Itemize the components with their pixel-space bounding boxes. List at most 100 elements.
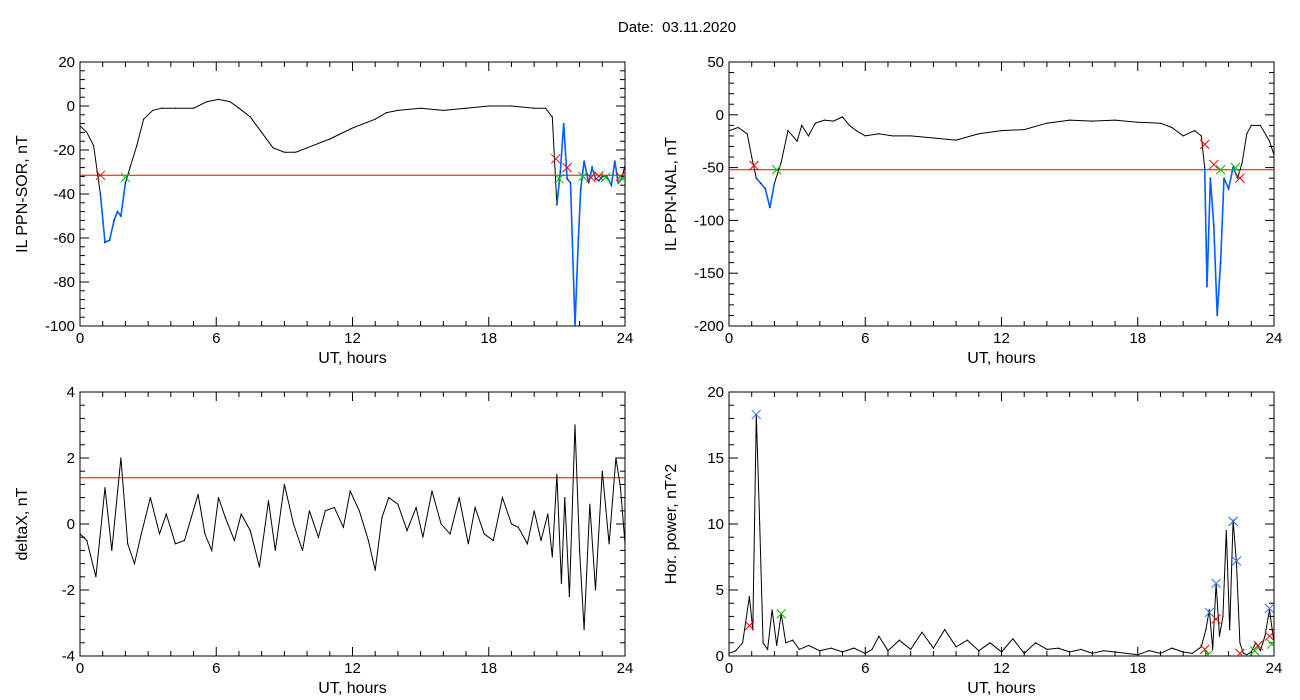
data-point [855, 130, 857, 132]
data-point [780, 161, 782, 163]
data-point [955, 646, 957, 648]
data-point [1200, 135, 1202, 137]
data-point [601, 470, 603, 472]
marker-green [1230, 162, 1241, 173]
y-tick-label: -50 [702, 160, 724, 177]
y-tick-label: -20 [53, 142, 75, 159]
data-point [108, 239, 111, 241]
data-point [367, 539, 369, 542]
data-point [449, 533, 451, 535]
data-point [566, 178, 568, 180]
y-tick-label: -60 [53, 230, 75, 247]
data-point [729, 130, 730, 132]
data-point [932, 137, 934, 139]
data-point [120, 215, 122, 217]
y-axis-label: IL PPN-NAL, nT [663, 137, 680, 251]
data-point [619, 487, 622, 489]
series-line [729, 414, 1274, 656]
data-point [891, 135, 894, 137]
x-tick-label: 12 [993, 660, 1010, 677]
y-axis-label: deltaX, nT [14, 487, 31, 560]
x-tick-label: 18 [480, 330, 497, 347]
data-point [551, 116, 553, 118]
data-point [1080, 648, 1082, 651]
data-point [978, 133, 980, 135]
data-point [1246, 654, 1248, 656]
data-point [547, 513, 549, 515]
data-point [898, 639, 900, 641]
plot-area [80, 424, 625, 631]
panel-il-ppn-sor: 0 6 12 18 24 -100 -80 -60 -40 -20 0 20 UT, hours IL P… [14, 54, 633, 367]
data-point [1171, 126, 1173, 129]
data-point [120, 457, 122, 459]
data-point [1171, 647, 1173, 649]
data-point [1091, 652, 1093, 654]
x-tick-label: 0 [725, 660, 733, 677]
data-point [474, 506, 476, 509]
data-point [488, 105, 490, 107]
data-point [1046, 648, 1048, 651]
y-tick-label: 2 [67, 450, 75, 467]
marker-red [550, 153, 561, 164]
data-point [801, 124, 803, 126]
plot-frame [728, 391, 1275, 657]
x-tick-label: 24 [1266, 660, 1283, 677]
data-point [86, 131, 88, 133]
data-point [594, 589, 597, 591]
data-point [301, 549, 304, 552]
data-point [465, 107, 467, 109]
data-point [563, 123, 565, 125]
data-point [422, 536, 424, 538]
data-point [1069, 651, 1071, 653]
data-point [483, 533, 485, 535]
data-point [111, 549, 113, 552]
data-point [787, 130, 789, 132]
marker-red [1199, 644, 1210, 655]
highlight-segment [99, 182, 127, 244]
data-point [306, 147, 308, 149]
marker-red [744, 620, 755, 631]
data-point [1229, 629, 1231, 631]
data-point [1220, 262, 1222, 264]
y-tick-label: 5 [716, 582, 724, 599]
data-point [467, 543, 469, 545]
data-point [1000, 130, 1003, 132]
data-point [830, 647, 832, 649]
data-point [1137, 654, 1139, 656]
highlight-segment [1203, 164, 1239, 316]
data-point [1223, 177, 1225, 179]
data-point [614, 160, 616, 162]
marker-red [594, 171, 604, 181]
data-point [501, 497, 503, 499]
data-point [197, 493, 199, 495]
data-point [853, 647, 855, 649]
y-tick-label: -150 [694, 265, 724, 282]
data-point [133, 563, 136, 565]
data-point [431, 490, 433, 492]
data-point [910, 648, 912, 651]
data-point [385, 112, 388, 114]
series-line [729, 116, 1274, 316]
data-point [317, 536, 320, 538]
data-point [751, 156, 753, 158]
data-point [1000, 651, 1003, 653]
data-point [583, 629, 585, 631]
data-point [556, 204, 558, 206]
data-point [458, 497, 460, 499]
data-point [152, 109, 154, 111]
data-point [580, 189, 582, 191]
data-point [116, 211, 119, 213]
x-tick-label: 0 [76, 330, 84, 347]
plot-frame [79, 391, 626, 657]
data-point [142, 118, 145, 120]
plot-frame [79, 61, 626, 327]
data-point [771, 609, 773, 611]
marker-blue [1228, 516, 1238, 527]
x-tick-label: 6 [212, 330, 220, 347]
data-point [848, 124, 850, 126]
data-point [556, 473, 558, 476]
data-point [762, 642, 764, 644]
data-point [1159, 122, 1162, 124]
data-point [388, 497, 390, 499]
data-point [989, 642, 991, 644]
